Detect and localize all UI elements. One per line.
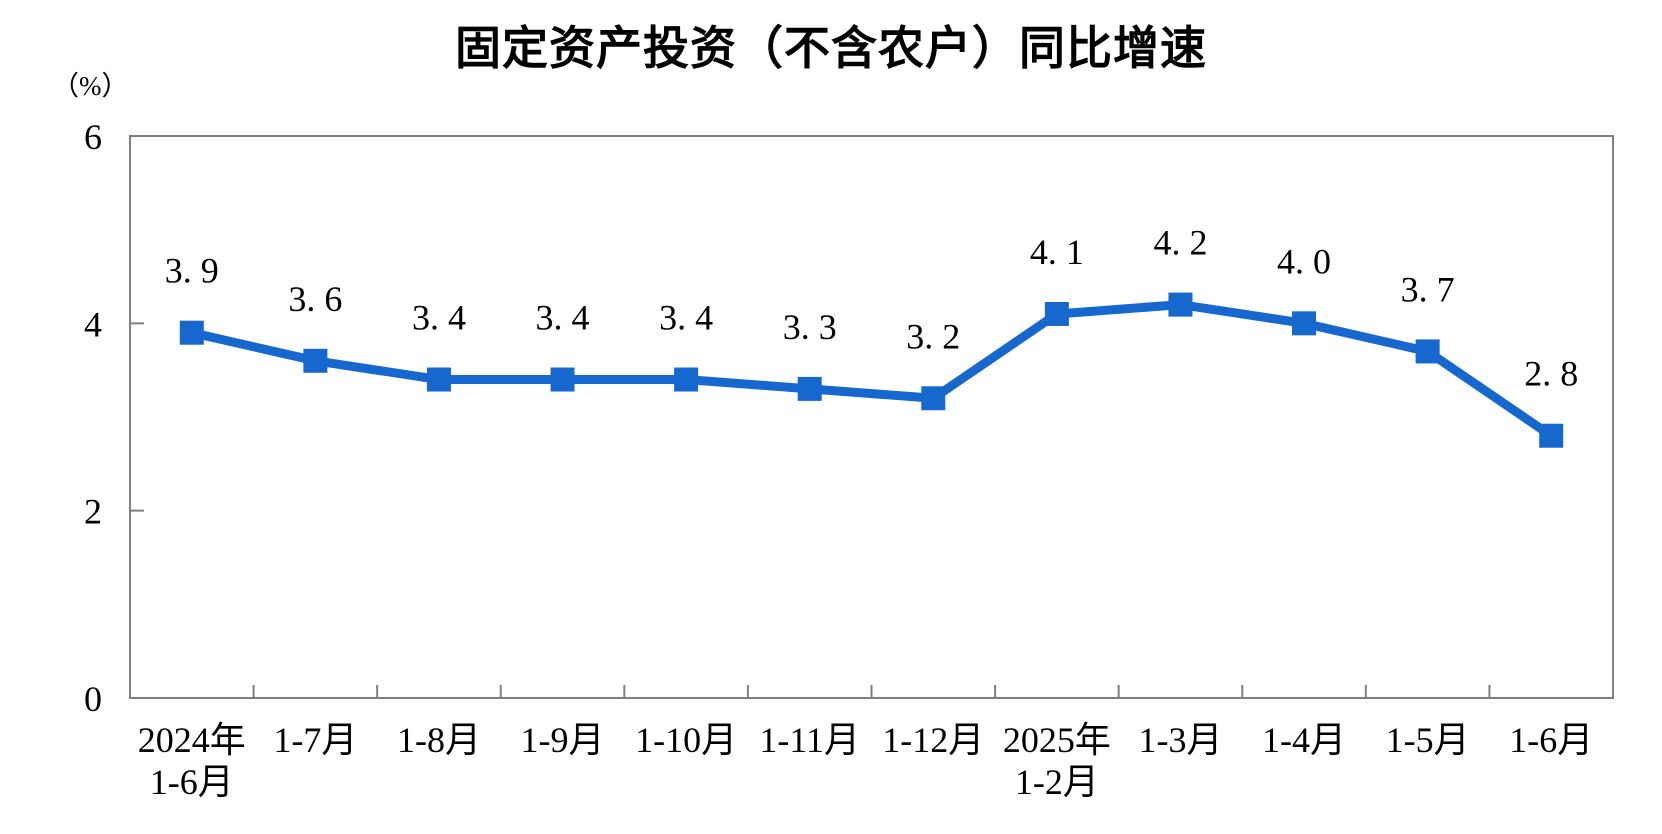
y-axis-tick-label: 4 bbox=[84, 304, 102, 344]
data-point-label: 3. 7 bbox=[1401, 269, 1455, 309]
x-category-label: 1-12月 bbox=[882, 720, 984, 760]
data-point-marker bbox=[1415, 339, 1440, 364]
x-category-label: 2025年 bbox=[1003, 720, 1111, 760]
x-category-label: 1-2月 bbox=[1015, 762, 1099, 802]
data-point-marker bbox=[797, 376, 822, 401]
y-axis-tick-label: 0 bbox=[84, 679, 102, 719]
data-point-marker bbox=[426, 367, 451, 392]
data-point-marker bbox=[1539, 423, 1564, 448]
x-category-label: 1-9月 bbox=[521, 720, 605, 760]
x-category-label: 1-4月 bbox=[1262, 720, 1346, 760]
x-category-label: 1-7月 bbox=[273, 720, 357, 760]
data-point-label: 3. 6 bbox=[288, 279, 342, 319]
data-point-marker bbox=[179, 320, 204, 345]
data-point-label: 4. 2 bbox=[1153, 223, 1207, 263]
y-axis-unit-label: （%） bbox=[52, 71, 129, 101]
data-point-label: 3. 4 bbox=[659, 298, 713, 338]
x-category-label: 1-5月 bbox=[1386, 720, 1470, 760]
data-point-marker bbox=[921, 386, 946, 411]
data-point-label: 4. 0 bbox=[1277, 241, 1331, 281]
plot-border bbox=[129, 135, 1614, 699]
data-point-label: 3. 2 bbox=[906, 316, 960, 356]
chart-title: 固定资产投资（不含农户）同比增速 bbox=[455, 22, 1207, 74]
data-point-marker bbox=[1168, 292, 1193, 317]
x-category-label: 2024年 bbox=[138, 720, 246, 760]
data-point-label: 2. 8 bbox=[1524, 354, 1578, 394]
x-category-label: 1-8月 bbox=[397, 720, 481, 760]
x-category-label: 1-11月 bbox=[759, 720, 860, 760]
data-point-marker bbox=[1292, 311, 1317, 336]
x-category-label: 1-6月 bbox=[150, 762, 234, 802]
x-category-label: 1-10月 bbox=[635, 720, 737, 760]
data-point-marker bbox=[550, 367, 575, 392]
x-category-label: 1-3月 bbox=[1138, 720, 1222, 760]
data-point-marker bbox=[674, 367, 699, 392]
data-point-marker bbox=[1044, 301, 1069, 326]
data-point-label: 3. 9 bbox=[165, 251, 219, 291]
data-series-line bbox=[190, 300, 1554, 440]
y-axis-tick-label: 2 bbox=[84, 492, 102, 532]
data-point-label: 4. 1 bbox=[1030, 232, 1084, 272]
data-point-label: 3. 4 bbox=[536, 298, 590, 338]
y-axis-tick-label: 6 bbox=[84, 117, 102, 157]
data-point-label: 3. 3 bbox=[783, 307, 837, 347]
x-category-label: 1-6月 bbox=[1509, 720, 1593, 760]
data-point-label: 3. 4 bbox=[412, 298, 466, 338]
data-point-marker bbox=[303, 348, 328, 373]
